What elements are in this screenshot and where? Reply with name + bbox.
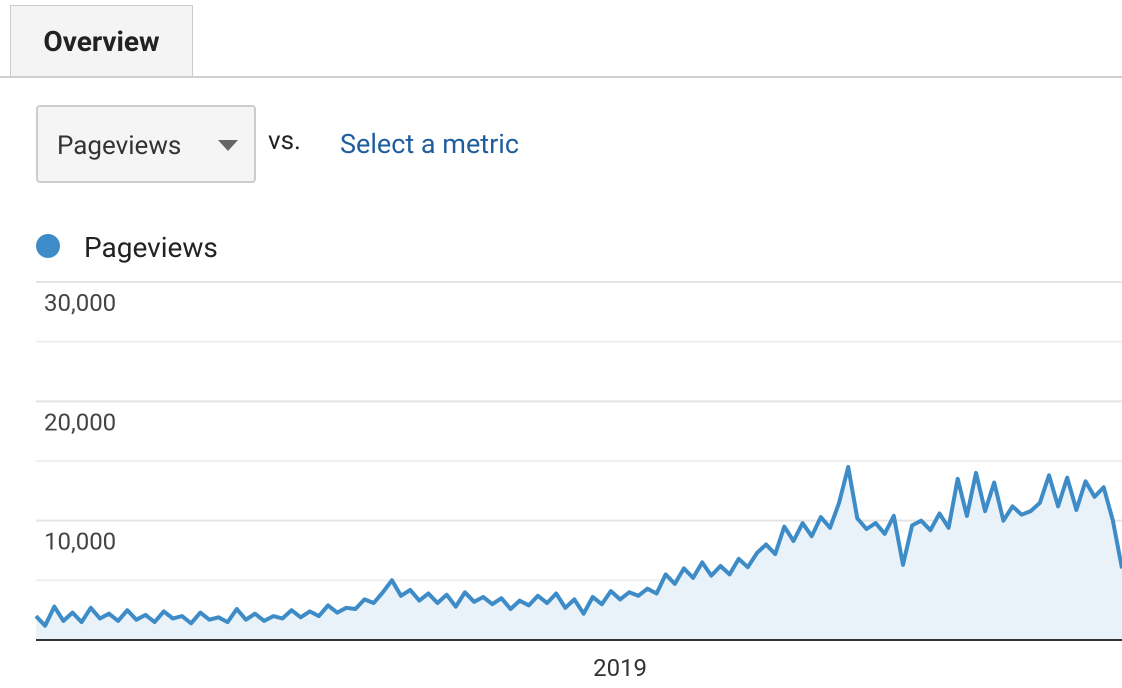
select-metric-link[interactable]: Select a metric (340, 128, 519, 160)
metric-dropdown[interactable]: Pageviews (36, 105, 256, 183)
series-line (34, 465, 1122, 628)
y-tick-label: 30,000 (44, 289, 116, 317)
legend-marker (36, 234, 60, 258)
chart: Pageviews 10,000 20,000 30,000 2019 (34, 231, 1122, 682)
y-tick-label: 10,000 (44, 528, 116, 556)
dropdown-arrow (218, 140, 238, 151)
dropdown-value: Pageviews (57, 131, 182, 161)
area-fill (36, 467, 1122, 640)
y-tick-label: 20,000 (44, 408, 116, 436)
tab-divider (0, 76, 1122, 78)
vs-label: vs. (268, 126, 301, 156)
x-tick-label: 2019 (593, 654, 647, 682)
legend-label: Pageviews (84, 231, 218, 264)
overview-tab[interactable]: Overview (10, 5, 193, 77)
